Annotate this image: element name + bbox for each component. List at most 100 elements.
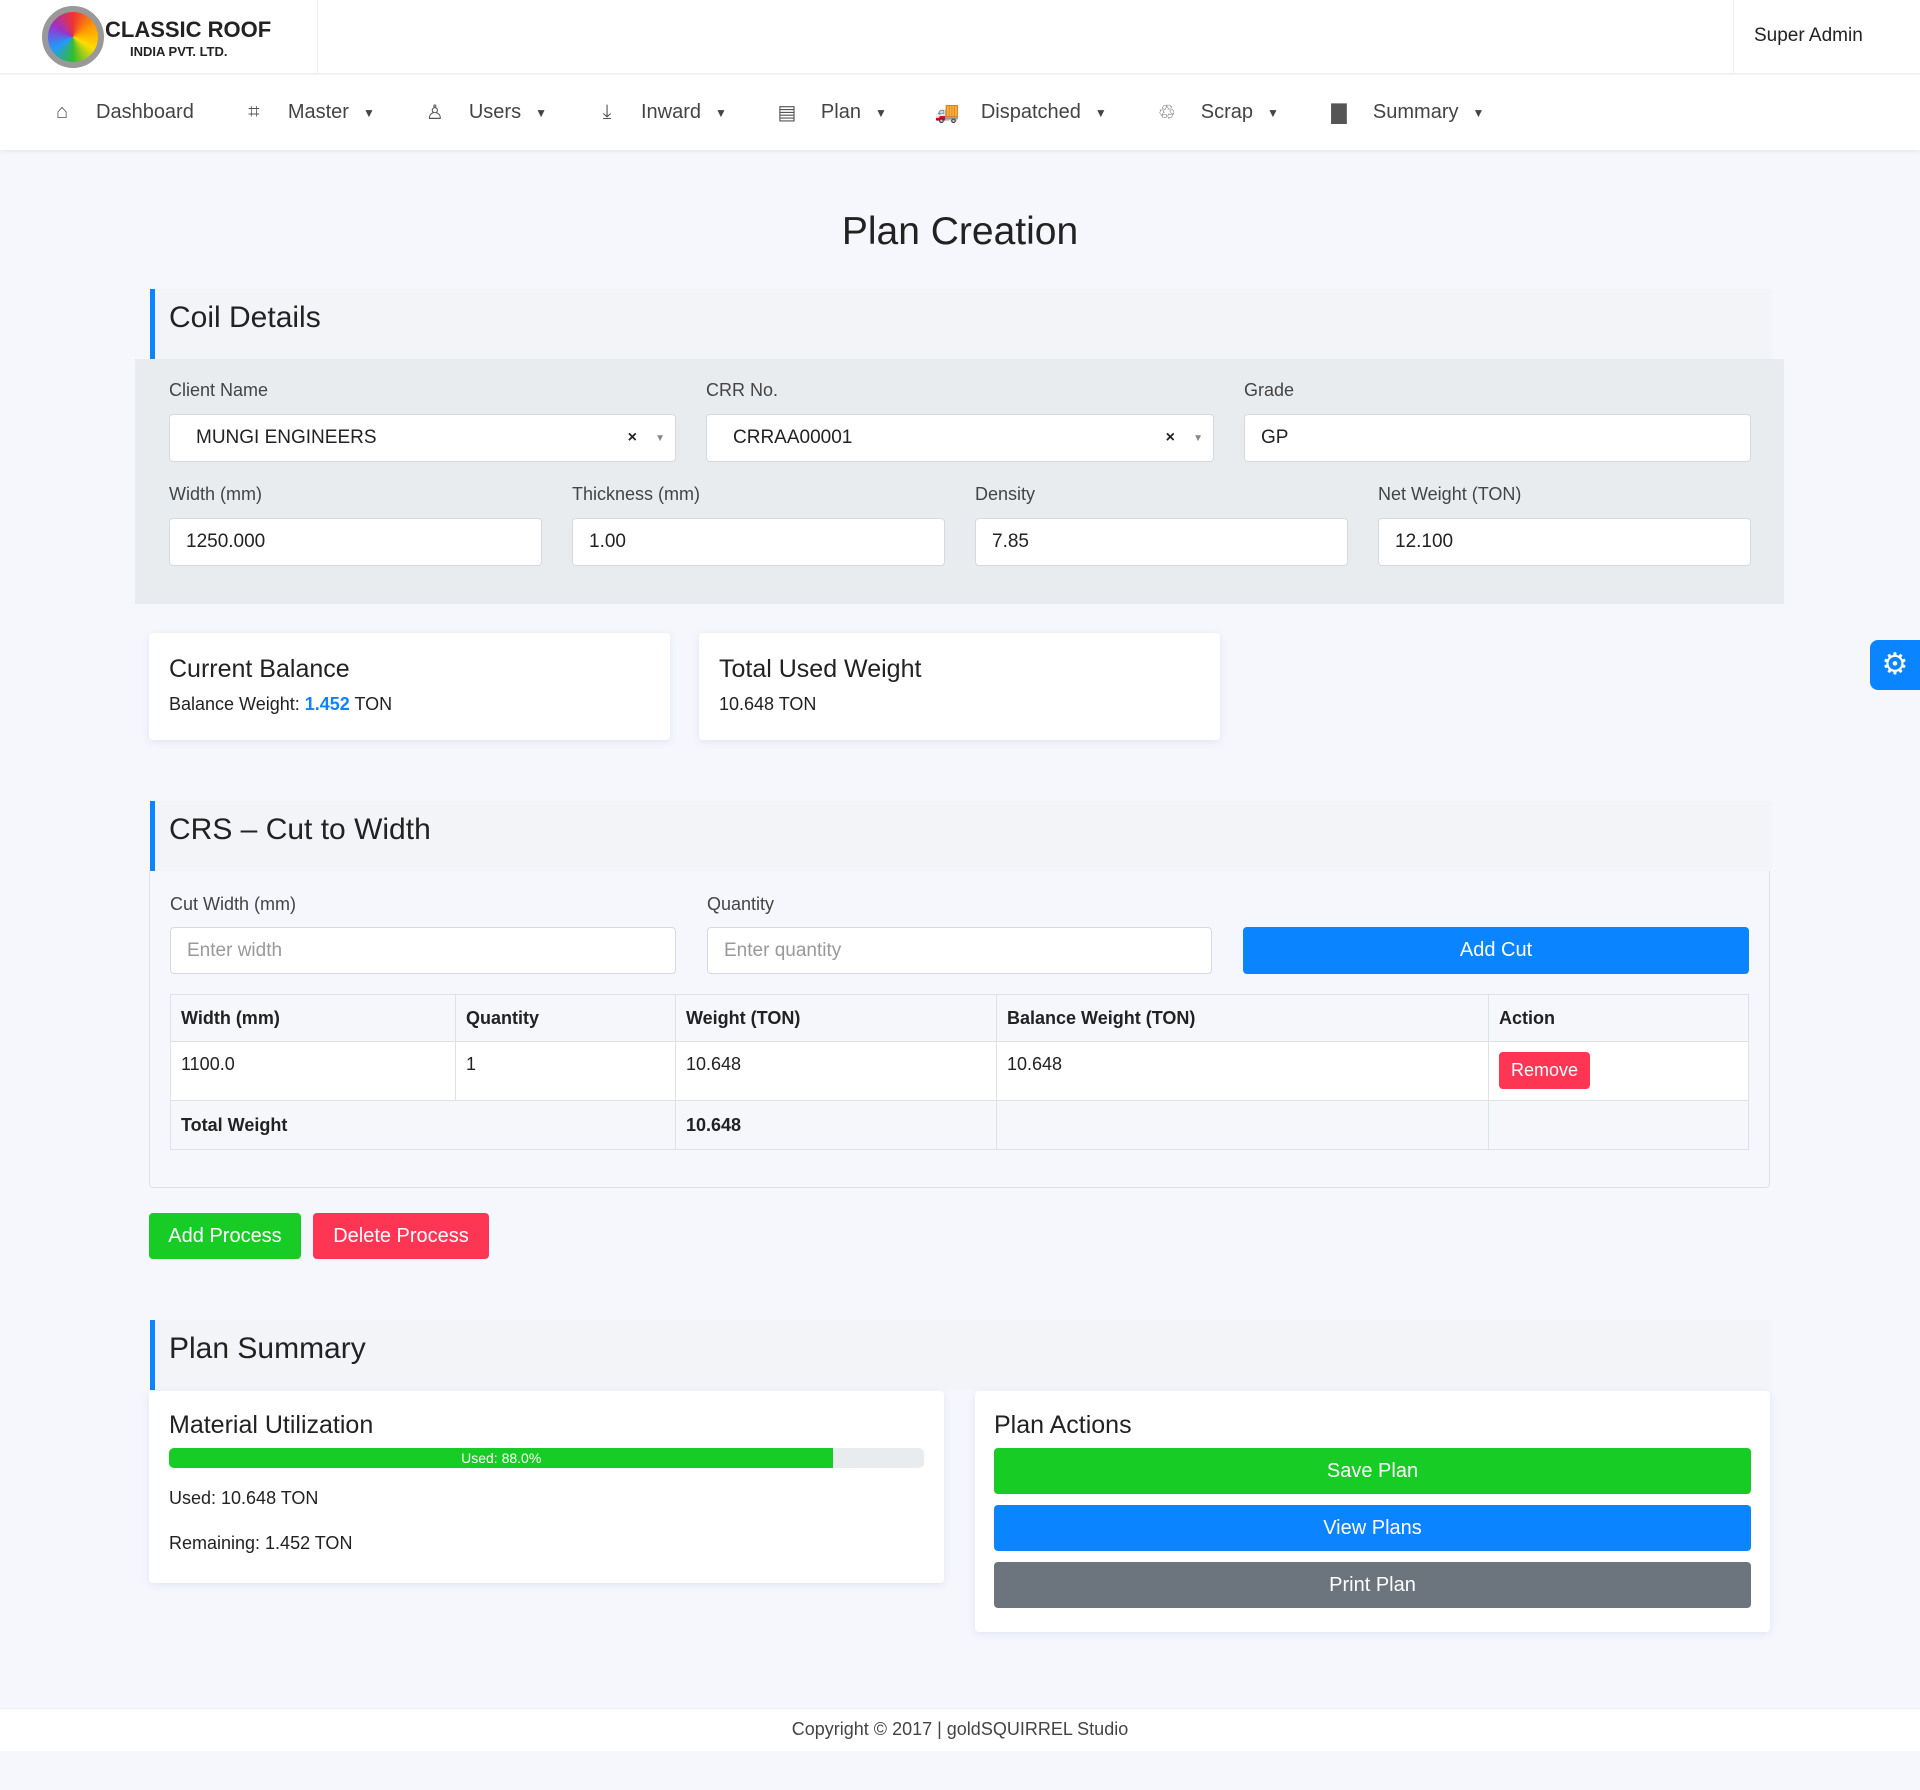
caret-down-icon: ▼ — [535, 105, 547, 120]
vector-square-icon: ⌗ — [248, 101, 260, 123]
total-label: Total Weight — [170, 1100, 676, 1150]
brand-subtitle: INDIA PVT. LTD. — [130, 44, 228, 59]
cuts-table: Width (mm) Quantity Weight (TON) Balance… — [170, 994, 1749, 1150]
nav-item-master[interactable]: ⌗ Master ▼ — [242, 101, 375, 124]
progress-fill: Used: 88.0% — [169, 1448, 834, 1468]
balance-unit: TON — [349, 694, 393, 714]
column-header: Action — [1488, 994, 1749, 1042]
add-process-button[interactable]: Add Process — [149, 1213, 301, 1259]
download-icon: ⤓ — [602, 101, 612, 123]
total-used-card: Total Used Weight 10.648 TON — [699, 633, 1220, 740]
calendar-icon: ▤ — [777, 102, 797, 124]
cut-width-label: Cut Width (mm) — [170, 894, 296, 914]
settings-gear-icon[interactable]: ⚙ — [1870, 640, 1920, 690]
coil-details-panel — [135, 359, 1784, 604]
placeholder: Enter width — [187, 939, 283, 961]
user-icon: ♙ — [425, 102, 444, 124]
nav-label: Master — [287, 101, 349, 123]
nav-item-summary[interactable]: ▇ Summary ▼ — [1327, 100, 1484, 125]
caret-down-icon: ▼ — [362, 105, 375, 120]
width-input[interactable]: 1250.000 — [169, 518, 542, 566]
footer: Copyright © 2017 | goldSQUIRREL Studio — [0, 1708, 1920, 1751]
column-header: Weight (TON) — [675, 994, 997, 1042]
nav-label: Scrap — [1200, 101, 1254, 123]
used-text: Used: 10.648 TON — [169, 1488, 319, 1508]
nav-item-scrap[interactable]: ♲ Scrap ▼ — [1155, 100, 1279, 125]
top-bar — [0, 0, 1920, 74]
thickness-label: Thickness (mm) — [572, 484, 701, 504]
page-title: Plan Creation — [841, 210, 1079, 253]
balance-label: Balance Weight: — [169, 694, 305, 714]
nav-item-inward[interactable]: ⤓ Inward ▼ — [595, 101, 727, 124]
card-title: Material Utilization — [169, 1411, 374, 1439]
caret-down-icon: ▼ — [715, 105, 727, 120]
nav-item-dispatched[interactable]: 🚚 Dispatched ▼ — [935, 100, 1107, 125]
nav-label: Dashboard — [96, 101, 194, 123]
remove-button[interactable]: Remove — [1499, 1052, 1591, 1089]
thickness-input[interactable]: 1.00 — [572, 518, 945, 566]
chevron-down-icon[interactable]: ▼ — [1193, 432, 1203, 444]
brand-name: CLASSIC ROOF — [105, 17, 272, 42]
placeholder: Enter quantity — [724, 939, 842, 961]
material-utilization-card: Material Utilization Used: 88.0% Used: 1… — [149, 1391, 944, 1583]
used-value: 10.648 TON — [719, 694, 817, 714]
quantity-label: Quantity — [707, 894, 775, 914]
column-header: Balance Weight (TON) — [996, 994, 1489, 1042]
total-row: Total Weight 10.648 — [170, 1100, 1749, 1150]
nav-label: Summary — [1372, 101, 1459, 123]
company-logo[interactable] — [42, 6, 104, 68]
divider — [1733, 0, 1734, 74]
delete-process-button[interactable]: Delete Process — [313, 1213, 489, 1259]
cut-width-input[interactable]: Enter width — [170, 927, 676, 974]
clear-icon[interactable]: × — [1165, 429, 1175, 446]
caret-down-icon: ▼ — [874, 105, 887, 120]
nav-item-users[interactable]: ♙ Users ▼ — [423, 100, 547, 125]
net-weight-input[interactable]: 12.100 — [1378, 518, 1751, 566]
main-nav: ⌂ Dashboard ⌗ Master ▼ ♙ Users ▼ ⤓ Inward ▼ ▤ Plan ▼ 🚚… — [0, 75, 1920, 150]
caret-down-icon: ▼ — [1094, 105, 1107, 120]
column-header: Quantity — [455, 994, 676, 1042]
nav-label: Plan — [820, 101, 861, 123]
nav-item-plan[interactable]: ▤ Plan ▼ — [775, 100, 887, 125]
cell-weight: 10.648 — [675, 1041, 997, 1101]
total-value: 10.648 — [675, 1100, 997, 1150]
cell-width: 1100.0 — [170, 1041, 456, 1101]
caret-down-icon: ▼ — [1267, 105, 1279, 120]
table-row: 1100.0 1 10.648 10.648 Remove — [170, 1041, 1749, 1101]
grade-input[interactable]: GP — [1244, 414, 1751, 462]
plan-actions-card: Plan Actions Save Plan View Plans Print … — [975, 1391, 1770, 1632]
chevron-down-icon[interactable]: ▼ — [655, 432, 665, 444]
client-name-label: Client Name — [169, 380, 269, 400]
clear-icon[interactable]: × — [627, 429, 637, 446]
add-cut-button[interactable]: Add Cut — [1243, 927, 1749, 974]
nav-item-dashboard[interactable]: ⌂ Dashboard — [50, 101, 194, 124]
remaining-text: Remaining: 1.452 TON — [169, 1533, 353, 1553]
crr-select[interactable]: CRRAA00001 × ▼ — [706, 414, 1214, 462]
file-icon: ▇ — [1331, 102, 1347, 124]
recycle-icon: ♲ — [1157, 102, 1176, 124]
density-label: Density — [975, 484, 1036, 504]
card-title: Plan Actions — [994, 1411, 1132, 1439]
crs-panel — [149, 871, 1770, 1188]
quantity-input[interactable]: Enter quantity — [707, 927, 1212, 974]
client-name-select[interactable]: MUNGI ENGINEERS × ▼ — [169, 414, 676, 462]
column-header: Width (mm) — [170, 994, 456, 1042]
save-plan-button[interactable]: Save Plan — [994, 1448, 1751, 1494]
user-menu[interactable]: Super Admin — [1754, 25, 1863, 46]
view-plans-button[interactable]: View Plans — [994, 1505, 1751, 1551]
truck-icon: 🚚 — [934, 102, 960, 124]
nav-label: Users — [468, 101, 522, 123]
section-header-crs: CRS – Cut to Width — [150, 801, 1772, 871]
grade-label: Grade — [1244, 380, 1295, 400]
section-header-coil: Coil Details — [150, 289, 1772, 359]
crr-label: CRR No. — [706, 380, 779, 400]
density-input[interactable]: 7.85 — [975, 518, 1348, 566]
current-balance-card: Current Balance Balance Weight: 1.452 TO… — [149, 633, 670, 740]
client-name-value: MUNGI ENGINEERS — [196, 427, 377, 448]
print-plan-button[interactable]: Print Plan — [994, 1562, 1751, 1608]
section-header-summary: Plan Summary — [150, 1320, 1772, 1390]
nav-label: Inward — [640, 101, 702, 123]
width-label: Width (mm) — [169, 484, 262, 504]
cell-balance: 10.648 — [996, 1041, 1489, 1101]
balance-value: 1.452 — [304, 694, 350, 714]
